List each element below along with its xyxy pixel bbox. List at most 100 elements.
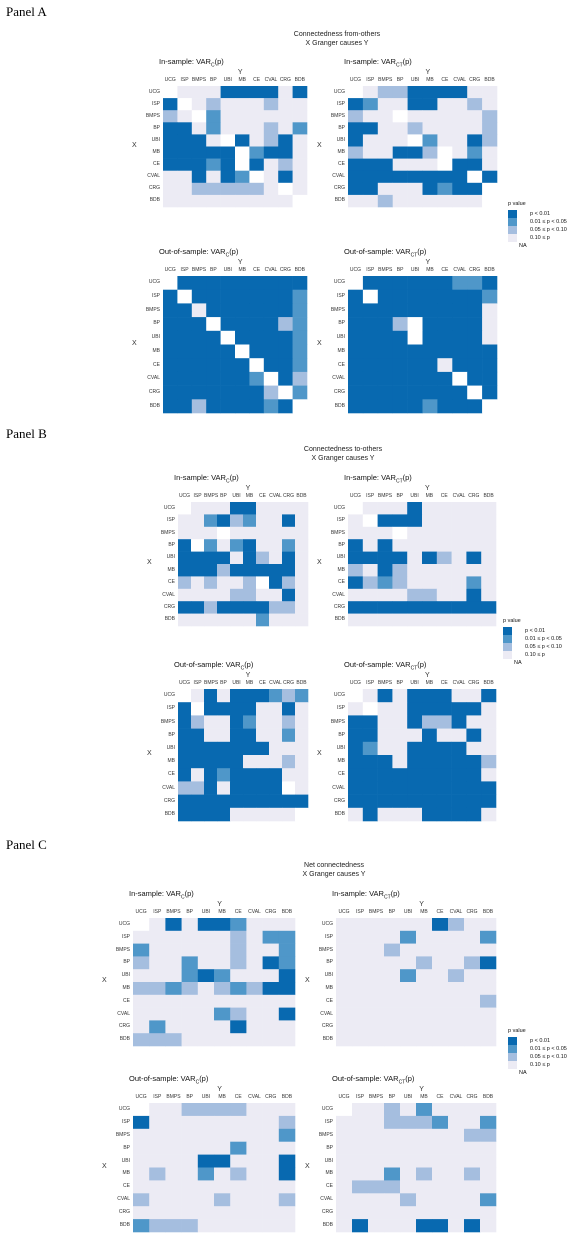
- heatmap-cell: [348, 358, 364, 373]
- row-tick-label: UBI: [166, 554, 175, 561]
- x-axis-label: X: [132, 141, 137, 149]
- column-tick-label: BP: [186, 909, 194, 915]
- legend-swatch: [503, 635, 512, 643]
- heatmap-cell: [249, 110, 265, 123]
- row-tick-label: CRG: [333, 603, 345, 610]
- row-tick-label: CE: [338, 361, 345, 368]
- heatmap-cell: [481, 689, 497, 703]
- column-tick-label: BP: [210, 267, 217, 273]
- heatmap-cell: [278, 344, 293, 359]
- heatmap-cell: [249, 122, 265, 135]
- heatmap-cell: [292, 385, 308, 400]
- heatmap-cell: [348, 158, 364, 171]
- heatmap-cell: [466, 502, 482, 515]
- legend-title: p value: [508, 1028, 526, 1034]
- heatmap-cell: [407, 613, 423, 627]
- heatmap-cell: [282, 794, 296, 809]
- heatmap-cell: [336, 969, 353, 983]
- heatmap-cell: [436, 689, 452, 703]
- heatmap-cell: [178, 689, 192, 703]
- heatmap-cell: [336, 956, 353, 970]
- heatmap-cell: [214, 1180, 231, 1194]
- heatmap-cell: [400, 1128, 417, 1142]
- heatmap-cell: [191, 86, 207, 99]
- heatmap-cell: [392, 385, 408, 400]
- heatmap-cell: [269, 728, 283, 743]
- panel-subtitle: X Granger causes Y: [302, 871, 366, 878]
- heatmap-cell: [149, 1219, 166, 1233]
- heatmap-cell: [243, 741, 257, 756]
- heatmap-cell: [204, 807, 218, 822]
- heatmap-cell: [448, 982, 465, 996]
- heatmap-cell: [197, 1007, 215, 1021]
- column-tick-label: BP: [186, 1094, 194, 1100]
- heatmap-cell: [451, 613, 467, 627]
- heatmap-cell: [191, 330, 207, 345]
- heatmap-cell: [416, 1206, 433, 1220]
- heatmap-cell: [348, 122, 364, 135]
- row-tick-label: BMPS: [330, 112, 345, 119]
- heatmap-cell: [467, 182, 483, 196]
- heatmap-cell: [384, 1128, 401, 1142]
- row-tick-label: MB: [325, 1170, 334, 1177]
- heatmap-cell: [392, 289, 408, 304]
- heatmap-cell: [422, 194, 438, 208]
- heatmap-cell: [407, 146, 423, 159]
- heatmap-cell: [407, 741, 423, 756]
- heatmap-cell: [263, 194, 279, 208]
- heatmap-cell: [481, 551, 497, 565]
- heatmap-cell: [452, 170, 468, 184]
- heatmap-cell: [191, 588, 205, 602]
- heatmap-cell: [362, 728, 378, 743]
- column-tick-label: UBI: [223, 267, 232, 273]
- row-tick-label: UCG: [321, 1105, 333, 1112]
- heatmap-cell: [249, 317, 265, 332]
- heatmap-cell: [181, 1033, 199, 1047]
- heatmap-cell: [214, 1033, 231, 1047]
- heatmap-cell: [436, 576, 452, 590]
- heatmap-cell: [220, 344, 236, 359]
- heatmap-cell: [249, 276, 265, 290]
- heatmap-cell: [220, 122, 236, 135]
- row-tick-label: BP: [153, 124, 160, 131]
- heatmap-cell: [214, 1020, 231, 1034]
- row-tick-label: CVAL: [332, 784, 345, 791]
- heatmap-cell: [464, 1103, 481, 1117]
- heatmap-cell: [177, 344, 193, 359]
- legend-label: NA: [514, 660, 522, 666]
- heatmap-cell: [243, 564, 257, 577]
- heatmap-cell: [214, 1219, 231, 1233]
- heatmap-cell: [422, 807, 438, 822]
- heatmap-cell: [197, 1180, 215, 1194]
- column-tick-label: BP: [220, 493, 227, 499]
- heatmap-cell: [165, 1180, 182, 1194]
- heatmap-cell: [377, 794, 393, 809]
- heatmap-cell: [416, 1180, 433, 1194]
- heatmap-cell: [437, 98, 453, 111]
- heatmap-cell: [392, 551, 408, 565]
- heatmap-cell: [204, 715, 218, 729]
- heatmap-cell: [436, 741, 452, 756]
- heatmap-cell: [482, 344, 498, 359]
- heatmap-cell: [432, 1128, 449, 1142]
- heatmap-cell: [384, 1154, 401, 1168]
- heatmap-cell: [269, 588, 283, 602]
- heatmap-cell: [422, 551, 438, 565]
- heatmap-cell: [230, 755, 244, 769]
- heatmap-cell: [181, 982, 199, 996]
- heatmap-title: Out-of-sample: VARC(p): [159, 247, 238, 259]
- panel-label: Panel B: [6, 426, 47, 441]
- heatmap-cell: [392, 794, 408, 809]
- row-tick-label: CRG: [118, 1023, 130, 1030]
- heatmap-cell: [466, 514, 482, 528]
- heatmap-cell: [466, 564, 482, 577]
- heatmap-cell: [436, 601, 452, 614]
- heatmap-cell: [220, 110, 236, 123]
- heatmap-cell: [295, 588, 309, 602]
- heatmap-cell: [368, 1033, 385, 1047]
- heatmap-cell: [362, 613, 378, 627]
- heatmap-cell: [466, 768, 482, 782]
- row-tick-label: BMPS: [160, 529, 175, 536]
- column-tick-label: BMPS: [368, 1094, 384, 1100]
- heatmap-cell: [263, 399, 279, 414]
